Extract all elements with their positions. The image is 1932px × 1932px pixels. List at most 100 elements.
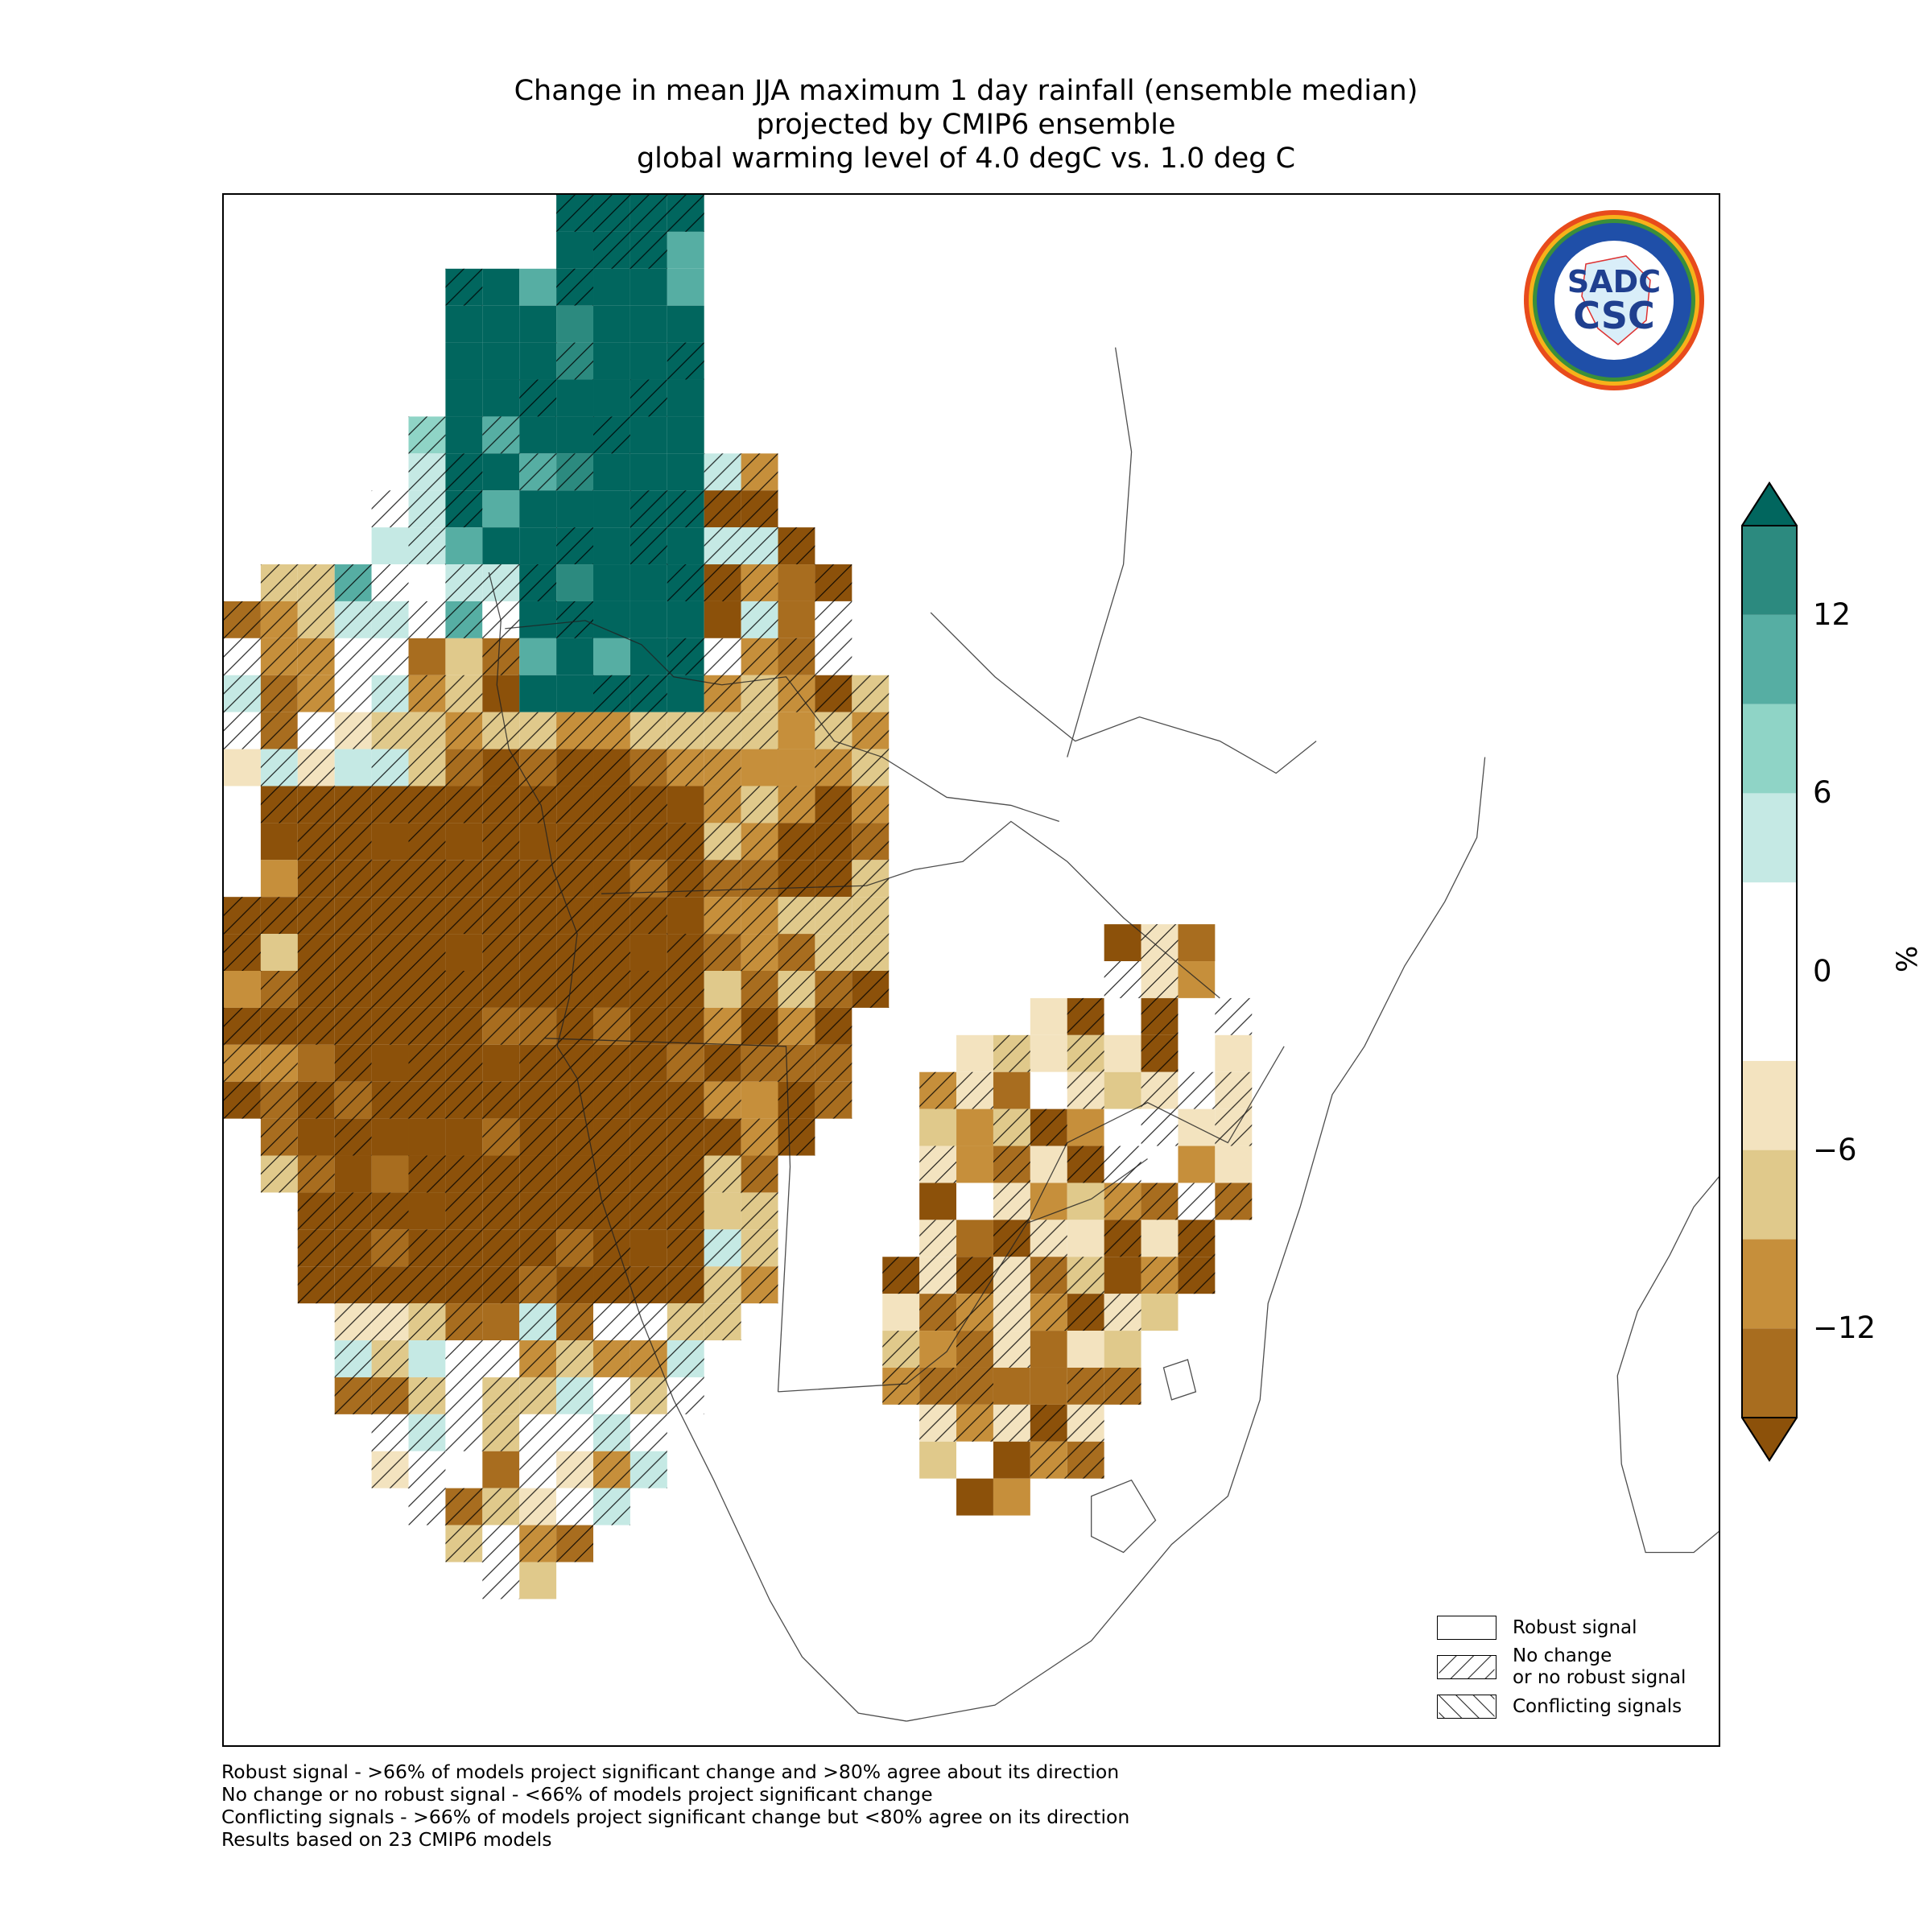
grid-cell — [408, 1118, 446, 1156]
grid-cell-hatch — [408, 749, 446, 786]
grid-cell-hatch — [667, 1081, 704, 1119]
grid-cell-hatch — [482, 823, 520, 861]
grid-cell-hatch — [630, 527, 667, 565]
grid-cell-hatch — [815, 786, 852, 824]
grid-cell-hatch — [741, 897, 778, 935]
grid-cell-hatch — [1178, 1071, 1216, 1109]
grid-cell-hatch — [956, 1331, 993, 1368]
colorbar-tick-label: −6 — [1813, 1132, 1857, 1167]
grid-cell — [630, 342, 667, 380]
legend-item: Conflicting signals — [1437, 1693, 1686, 1720]
grid-cell-hatch — [371, 1303, 409, 1341]
grid-cell-hatch — [815, 601, 852, 638]
grid-cell-hatch — [704, 1118, 741, 1156]
grid-cell-hatch — [556, 712, 594, 749]
grid-cell-hatch — [408, 490, 446, 528]
grid-cell-hatch — [408, 860, 446, 898]
grid-cell — [556, 305, 594, 343]
grid-cell-hatch — [519, 379, 557, 417]
grid-cell-hatch — [297, 675, 335, 712]
grid-cell-hatch — [224, 1007, 261, 1045]
grid-cell-hatch — [852, 749, 890, 786]
grid-cell-hatch — [741, 564, 778, 601]
grid-cell-hatch — [334, 1044, 372, 1082]
grid-cell-hatch — [593, 823, 630, 861]
grid-cell-hatch — [445, 268, 483, 306]
grid-cell-hatch — [778, 527, 815, 565]
grid-cell-hatch — [519, 1525, 557, 1563]
grid-cell-hatch — [852, 786, 890, 824]
grid-cell — [956, 1146, 993, 1183]
grid-cell-hatch — [334, 897, 372, 935]
grid-cell-hatch — [297, 860, 335, 898]
grid-cell-hatch — [556, 970, 594, 1008]
grid-cell-hatch — [667, 490, 704, 528]
grid-cell-hatch — [482, 416, 520, 454]
grid-cell-hatch — [482, 564, 520, 601]
grid-cell-hatch — [778, 860, 815, 898]
grid-cell-hatch — [408, 1303, 446, 1341]
grid-cell-hatch — [371, 1451, 409, 1488]
grid-cell-hatch — [630, 1340, 667, 1377]
grid-cell-hatch — [297, 897, 335, 935]
grid-cell — [667, 268, 704, 306]
grid-cell-hatch — [778, 1081, 815, 1119]
grid-cell-hatch — [371, 712, 409, 749]
grid-cell-hatch — [741, 823, 778, 861]
grid-cell-hatch — [519, 712, 557, 749]
grid-cell-hatch — [445, 1229, 483, 1267]
grid-cell — [778, 749, 815, 786]
title-line-1: Change in mean JJA maximum 1 day rainfal… — [514, 75, 1418, 107]
grid-cell-hatch — [815, 1007, 852, 1045]
grid-cell-hatch — [556, 1414, 594, 1451]
grid-cell-hatch — [519, 1192, 557, 1230]
grid-cell-hatch — [1104, 1294, 1141, 1331]
grid-cell-hatch — [482, 970, 520, 1008]
grid-cell — [1215, 1146, 1253, 1183]
grid-cell-hatch — [482, 1192, 520, 1230]
grid-cell-hatch — [630, 712, 667, 749]
grid-cell-hatch — [260, 897, 298, 935]
grid-cell-hatch — [852, 970, 890, 1008]
grid-cell — [334, 1155, 372, 1193]
grid-cell-hatch — [778, 970, 815, 1008]
grid-cell — [593, 564, 630, 601]
grid-cell-hatch — [556, 1081, 594, 1119]
grid-cell — [1067, 1220, 1104, 1257]
grid-cell-hatch — [445, 1303, 483, 1341]
grid-cell-hatch — [667, 749, 704, 786]
legend-label: Robust signal — [1513, 1616, 1637, 1638]
grid-cell — [334, 749, 372, 786]
grid-cell — [482, 379, 520, 417]
grid-cell-hatch — [371, 675, 409, 712]
grid-cell-hatch — [1178, 1220, 1216, 1257]
grid-cell-hatch — [297, 1007, 335, 1045]
grid-cell-hatch — [778, 638, 815, 675]
grid-cell-hatch — [408, 1081, 446, 1119]
grid-cell-hatch — [556, 860, 594, 898]
grid-cell-hatch — [741, 1229, 778, 1267]
grid-cell-hatch — [741, 453, 778, 491]
grid-cell-hatch — [1067, 1404, 1104, 1442]
grid-cell-hatch — [667, 1377, 704, 1414]
grid-cell-hatch — [593, 1266, 630, 1304]
grid-cell-hatch — [704, 860, 741, 898]
grid-cell-hatch — [224, 1044, 261, 1082]
note-no-change: No change or no robust signal - <66% of … — [221, 1783, 933, 1806]
grid-cell-hatch — [334, 786, 372, 824]
grid-cell — [297, 1118, 335, 1156]
grid-cell — [445, 305, 483, 343]
grid-cell-hatch — [1030, 1108, 1067, 1146]
grid-cell — [1141, 1220, 1179, 1257]
grid-cell-hatch — [1104, 961, 1141, 998]
grid-cell-hatch — [297, 1192, 335, 1230]
grid-cell-hatch — [1067, 1367, 1104, 1405]
grid-cell-hatch — [704, 638, 741, 675]
grid-cell-hatch — [334, 823, 372, 861]
grid-cell — [445, 823, 483, 861]
grid-cell-hatch — [445, 1377, 483, 1414]
border-zambia — [601, 820, 1220, 999]
grid-cell-hatch — [919, 1294, 957, 1331]
grid-cell-hatch — [556, 1044, 594, 1082]
grid-cell-hatch — [408, 416, 446, 454]
